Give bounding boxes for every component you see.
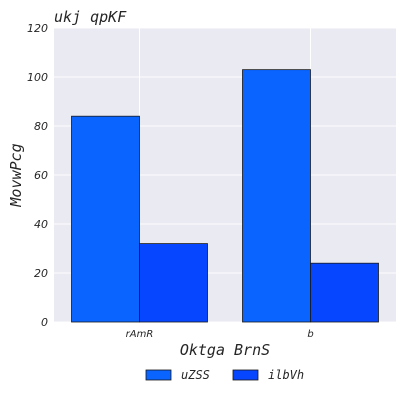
legend-swatch-ilbVh [232, 369, 259, 381]
legend: uZSS ilbVh [145, 368, 304, 382]
x-axis-ticks: rAmR b [126, 329, 314, 340]
bar-uZSS-rAmR [71, 115, 140, 323]
bar-ilbVh-rAmR [139, 243, 208, 323]
bar-ilbVh-b [310, 262, 379, 323]
bars [71, 69, 379, 323]
y-axis-ticks: 0 20 40 60 80 100 120 [27, 22, 48, 329]
y-tick-label: 20 [34, 267, 48, 280]
x-tick-label: rAmR [126, 329, 154, 340]
legend-label-ilbVh: ilbVh [268, 368, 304, 382]
y-tick-label: 0 [41, 316, 48, 329]
x-tick-label: b [307, 329, 313, 340]
y-tick-label: 120 [27, 22, 48, 35]
y-tick-label: 80 [34, 120, 48, 133]
bar-uZSS-b [242, 69, 311, 323]
y-tick-label: 40 [34, 218, 48, 231]
x-axis-label: Oktga BrnS [180, 341, 270, 359]
legend-swatch-uZSS [145, 369, 172, 381]
y-tick-label: 60 [34, 169, 48, 182]
chart-title: ukj qpKF [54, 8, 127, 26]
y-tick-label: 100 [27, 71, 48, 84]
y-axis-label: MovwPcg [7, 143, 25, 207]
legend-label-uZSS: uZSS [181, 368, 210, 382]
